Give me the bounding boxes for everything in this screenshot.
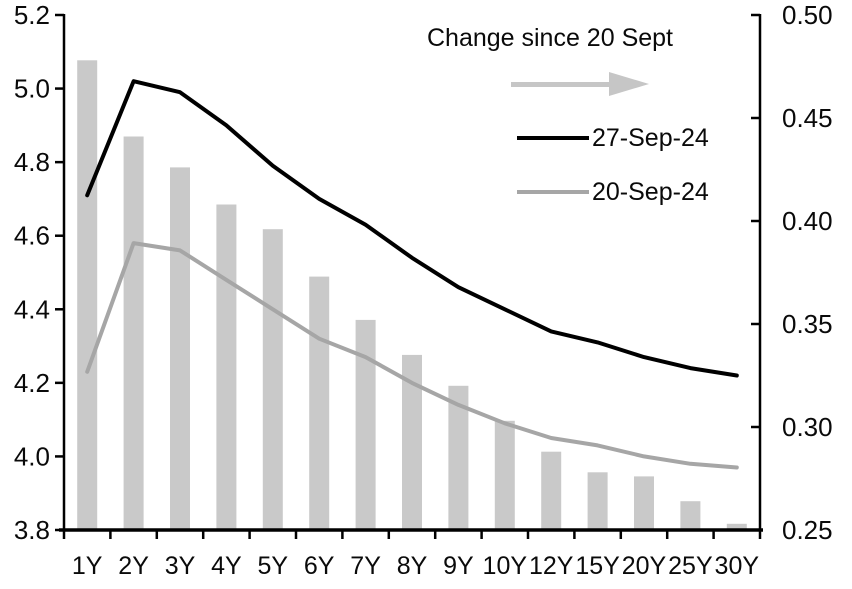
bar-change-8Y <box>402 354 422 530</box>
right-axis-label: 0.35 <box>782 309 833 339</box>
legend-line-20-sep <box>517 190 589 194</box>
x-axis-label-10Y: 10Y <box>483 552 528 580</box>
left-axis-label: 4.4 <box>14 294 50 324</box>
line-27-sep-24 <box>85 79 739 378</box>
right-axis-label: 0.45 <box>782 103 833 133</box>
bar-change-2Y <box>123 136 144 530</box>
legend-label-27-sep: 27-Sep-24 <box>592 124 709 152</box>
left-axis-label: 5.2 <box>14 0 50 30</box>
left-axis-label: 4.0 <box>14 441 50 471</box>
bar-change-3Y <box>170 167 190 530</box>
legend-title: Change since 20 Sept <box>426 24 673 52</box>
bar-change-5Y <box>262 229 283 530</box>
right-arrow-icon <box>511 72 649 96</box>
left-axis-label: 3.8 <box>14 515 50 545</box>
bar-change-20Y <box>634 476 654 530</box>
bar-change-1Y <box>77 60 98 531</box>
bar-change-25Y <box>680 501 701 530</box>
x-axis-label-1Y: 1Y <box>72 552 103 580</box>
left-axis-label: 4.2 <box>14 368 50 398</box>
x-axis-label-9Y: 9Y <box>443 552 474 580</box>
right-axis-label: 0.50 <box>782 0 833 30</box>
bar-change-4Y <box>216 204 237 530</box>
left-axis-label: 4.8 <box>14 147 50 177</box>
bar-change-10Y <box>494 420 515 530</box>
legend-line-27-sep <box>517 136 589 140</box>
right-axis-label: 0.40 <box>782 206 833 236</box>
bar-change-7Y <box>355 319 376 530</box>
left-axis-label: 5.0 <box>14 74 50 104</box>
x-axis-label-25Y: 25Y <box>668 552 713 580</box>
right-axis-label: 0.30 <box>782 412 833 442</box>
x-axis-label-15Y: 15Y <box>575 552 620 580</box>
x-axis-label-3Y: 3Y <box>165 552 196 580</box>
x-axis-label-4Y: 4Y <box>211 552 242 580</box>
left-axis-label: 4.6 <box>14 221 50 251</box>
x-axis-label-6Y: 6Y <box>304 552 335 580</box>
x-axis-label-5Y: 5Y <box>258 552 289 580</box>
right-axis-label: 0.25 <box>782 515 833 545</box>
bar-change-15Y <box>587 472 608 530</box>
x-axis-label-8Y: 8Y <box>397 552 428 580</box>
x-axis-label-2Y: 2Y <box>118 552 149 580</box>
x-axis-label-20Y: 20Y <box>622 552 667 580</box>
bar-change-12Y <box>541 451 562 530</box>
bar-change-6Y <box>309 276 330 530</box>
x-axis-label-30Y: 30Y <box>715 552 760 580</box>
x-axis-label-7Y: 7Y <box>350 552 381 580</box>
x-axis-label-12Y: 12Y <box>529 552 574 580</box>
bar-change-9Y <box>448 385 469 530</box>
change-direction-arrow-icon <box>511 72 649 96</box>
legend-label-20-sep: 20-Sep-24 <box>592 178 709 206</box>
line-20-sep-24 <box>85 241 739 470</box>
bar-change-30Y <box>726 523 747 530</box>
